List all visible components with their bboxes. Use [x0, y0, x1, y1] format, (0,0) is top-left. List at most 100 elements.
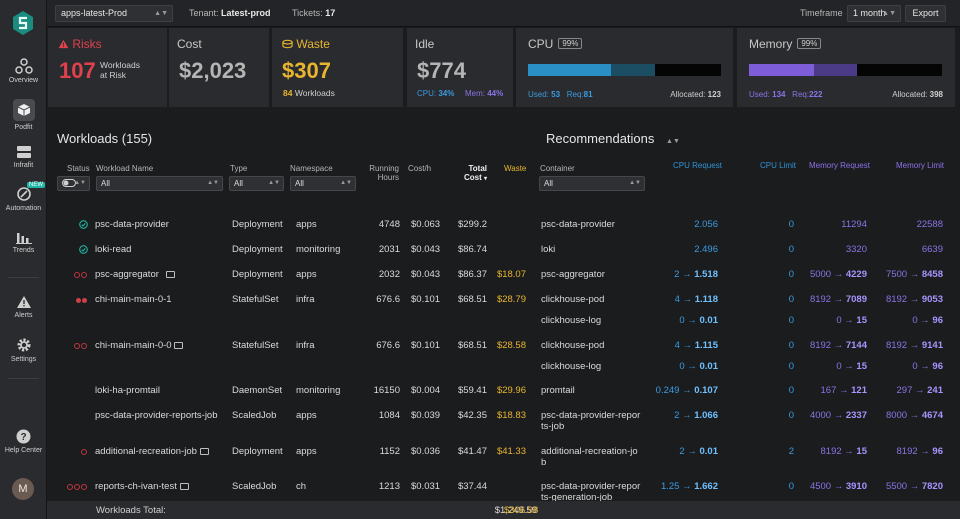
overview-icon	[14, 58, 33, 74]
col-workload-name[interactable]: Workload Name	[96, 164, 154, 173]
memory-request-recommended: 4229	[845, 269, 867, 280]
container-filter[interactable]: All ▲▼	[539, 176, 645, 191]
container-name-line: psc-data-provider-repor	[541, 481, 641, 492]
nav-trends[interactable]: Trends	[0, 230, 47, 254]
memory-request-recommended: 7089	[845, 294, 867, 305]
nav-settings[interactable]: Settings	[0, 337, 47, 363]
nav-podfit[interactable]: Podfit	[0, 99, 47, 131]
workload-name[interactable]: loki-read	[95, 244, 132, 255]
nav-overview[interactable]: Overview	[0, 58, 47, 84]
nav-automation[interactable]: NEW Automation	[0, 182, 47, 212]
col-cost-per-hour[interactable]: Cost/h	[408, 164, 432, 173]
memory-limit-recommended: 9141	[921, 340, 943, 351]
total-cost: $37.44	[457, 481, 487, 492]
workload-type: ScaledJob	[232, 481, 277, 492]
cpu-request-recommended: 0.01	[699, 315, 719, 326]
idle-cpu: CPU: 34%	[417, 89, 455, 98]
status-filter-toggle[interactable]: ▲▼	[57, 176, 90, 191]
cost-card[interactable]: Cost $2,023	[169, 28, 269, 107]
col-waste[interactable]: Waste	[504, 164, 527, 173]
container-name-line: b	[541, 457, 547, 468]
total-cost: $299.2	[457, 219, 487, 230]
col-namespace[interactable]: Namespace	[290, 164, 333, 173]
idle-title: Idle	[415, 37, 435, 51]
workload-name[interactable]: psc-data-provider	[95, 219, 169, 230]
col-container[interactable]: Container	[540, 164, 575, 173]
risks-card[interactable]: Risks 107 Workloads at Risk	[48, 28, 167, 107]
cpu-request-current: 1.25	[660, 481, 680, 492]
memory-limit-current: 8000	[885, 410, 908, 421]
col-memory-request[interactable]: Memory Request	[809, 161, 870, 170]
memory-percent-badge: 99%	[797, 38, 822, 49]
risk-dot-icon	[81, 343, 87, 349]
cost-per-hour: $0.004	[411, 385, 441, 396]
workload-name[interactable]: psc-data-provider-reports-job	[95, 410, 218, 421]
type-filter[interactable]: All ▲▼	[229, 176, 284, 191]
memory-limit: 8000 → 4674	[885, 410, 943, 421]
col-cpu-request[interactable]: CPU Request	[673, 161, 722, 170]
cpu-card[interactable]: CPU 99% Used: 53 Req:81 Allocated: 123	[516, 28, 733, 107]
comment-icon[interactable]	[174, 342, 183, 349]
avatar[interactable]: M	[12, 478, 34, 500]
cpu-limit: 0	[788, 244, 794, 255]
workload-name-filter[interactable]: All ▲▼	[96, 176, 223, 191]
col-cpu-limit[interactable]: CPU Limit	[760, 161, 797, 170]
cpu-request: 2 → 1.066	[674, 410, 718, 421]
running-hours: 4748	[378, 219, 400, 230]
cpu-request-current: 2	[674, 269, 680, 280]
cluster-select[interactable]: apps-latest-Prod ▲▼	[55, 5, 173, 22]
cost-per-hour: $0.063	[411, 219, 441, 230]
risk-dot-icon	[81, 449, 87, 455]
idle-card[interactable]: Idle $774 CPU: 34% Mem: 44%	[407, 28, 513, 107]
memory-request-current: 4000	[809, 410, 832, 421]
memory-limit-recommended: 96	[932, 315, 943, 326]
memory-request: 8192 → 7089	[809, 294, 867, 305]
workload-name[interactable]: chi-main-main-0-0	[95, 340, 172, 351]
cpu-request-recommended: 1.662	[694, 481, 718, 492]
nav-label: Podfit	[14, 124, 33, 131]
container-name: clickhouse-pod	[541, 294, 604, 305]
workload-name[interactable]: additional-recreation-job	[95, 446, 197, 457]
tenant-info: Tenant: Latest-prod	[189, 8, 271, 18]
nav-infrafit[interactable]: Infrafit	[0, 145, 47, 169]
waste-cost: $18.83	[496, 410, 526, 421]
export-button[interactable]: Export	[905, 5, 946, 22]
cpu-allocated: Allocated: 123	[670, 90, 721, 99]
cpu-used-req: Used: 53 Req:81	[528, 90, 593, 99]
workload-name[interactable]: loki-ha-promtail	[95, 385, 160, 396]
namespace-filter[interactable]: All ▲▼	[290, 176, 356, 191]
memory-used-bar	[749, 64, 814, 76]
comment-icon[interactable]	[200, 448, 209, 455]
memory-limit: 6639	[869, 244, 943, 255]
memory-card[interactable]: Memory 99% Used: 134 Req:222 Allocated: 3…	[737, 28, 955, 107]
cpu-limit: 0	[788, 481, 794, 492]
nav-label: Trends	[12, 247, 35, 254]
workload-name[interactable]: psc-aggregator	[95, 269, 159, 280]
cost-per-hour: $0.043	[411, 269, 441, 280]
col-type[interactable]: Type	[230, 164, 248, 173]
cpu-limit: 0	[788, 294, 794, 305]
workloads-title: Workloads (155)	[57, 131, 153, 146]
memory-request-current: 8192	[809, 294, 832, 305]
nav-alerts[interactable]: Alerts	[0, 295, 47, 319]
workload-name[interactable]: chi-main-main-0-1	[95, 294, 172, 305]
timeframe-select[interactable]: 1 month ▲▼	[847, 5, 901, 22]
memory-request-recommended: 3320	[845, 244, 867, 255]
workload-type: StatefulSet	[232, 340, 279, 351]
workload-name[interactable]: reports-ch-ivan-test	[95, 481, 177, 492]
col-memory-limit[interactable]: Memory Limit	[896, 161, 945, 170]
total-cost: $68.51	[457, 294, 487, 305]
cpu-request: 4 → 1.115	[674, 340, 718, 351]
sort-icon[interactable]: ▲▼	[666, 138, 680, 145]
memory-limit-recommended: 8458	[921, 269, 943, 280]
comment-icon[interactable]	[166, 271, 175, 278]
container-name-line: clickhouse-log	[541, 361, 602, 372]
waste-card[interactable]: Waste $307 84 Workloads	[272, 28, 403, 107]
col-total-cost[interactable]: Total Cost ▾	[463, 164, 487, 182]
comment-icon[interactable]	[180, 483, 189, 490]
col-running-hours[interactable]: Running Hours	[369, 164, 399, 182]
cost-value: $2,023	[179, 58, 247, 83]
cpu-request-recommended: 1.118	[694, 294, 718, 305]
workload-type: Deployment	[232, 219, 283, 230]
nav-help-center[interactable]: ? Help Center	[0, 429, 47, 454]
